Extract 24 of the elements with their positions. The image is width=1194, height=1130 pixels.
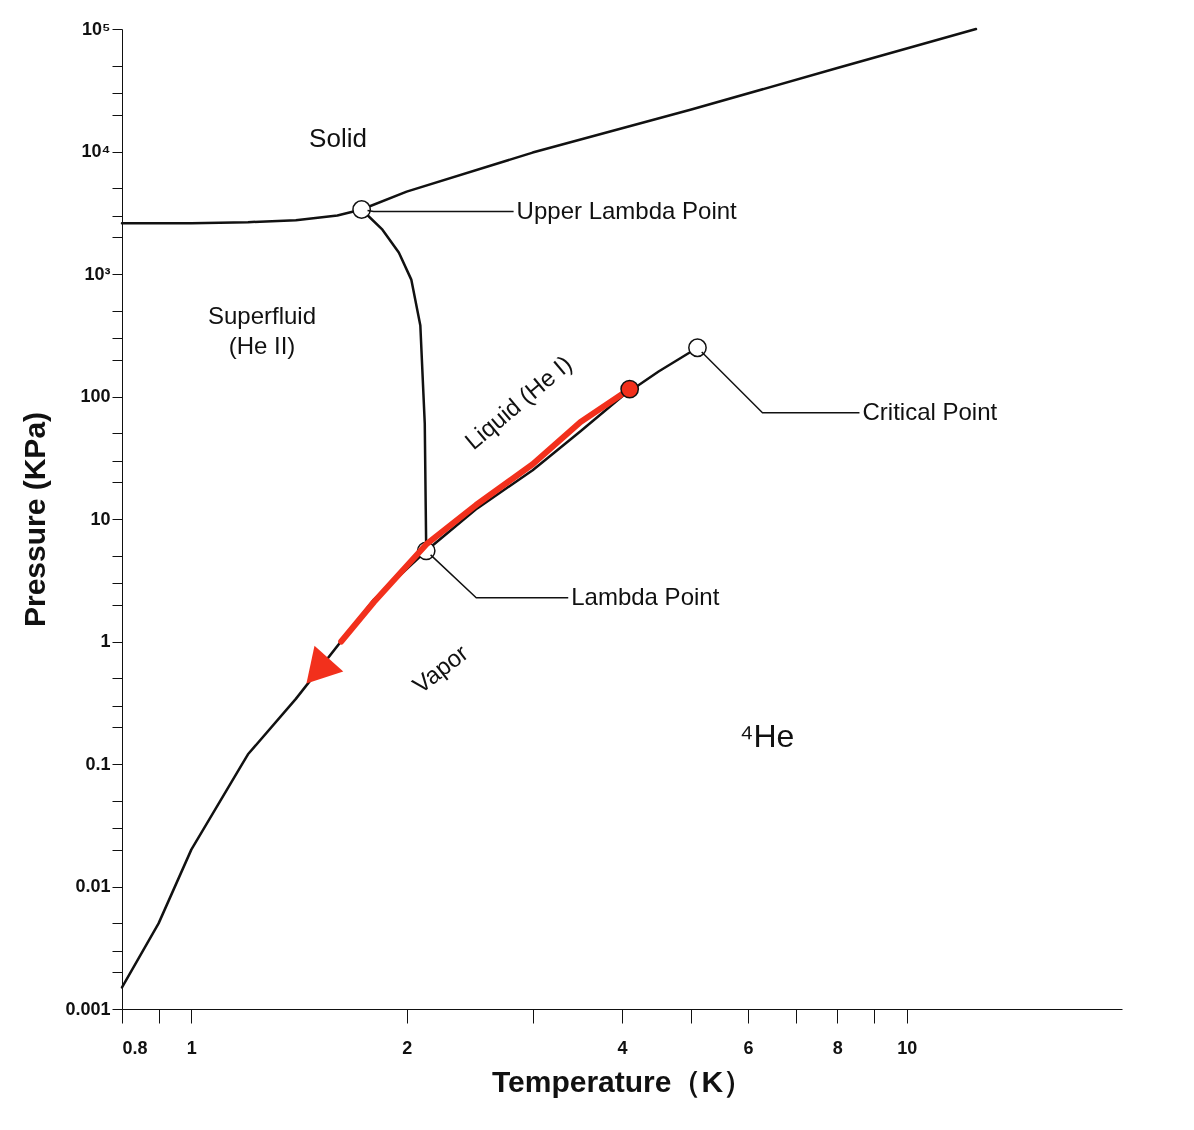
- annotation: ⁴He: [739, 717, 795, 754]
- y-tick-label: 10⁴: [81, 141, 111, 161]
- x-tick-label: 6: [743, 1037, 754, 1058]
- y-tick-label: 100: [80, 386, 111, 406]
- y-tick-label: 10³: [84, 263, 111, 284]
- y-tick-label: 0.1: [85, 753, 111, 774]
- x-tick-label: 8: [832, 1037, 843, 1058]
- y-tick-label: 1: [100, 631, 111, 651]
- x-tick-label: 0.8: [122, 1037, 148, 1058]
- annotation: Upper Lambda Point: [516, 196, 738, 224]
- y-tick-label: 0.01: [75, 876, 111, 896]
- annotation: Solid: [309, 122, 367, 153]
- x-tick-label: 1: [186, 1037, 197, 1058]
- y-tick-label: 10: [90, 508, 111, 529]
- x-tick-label: 4: [617, 1037, 628, 1058]
- x-tick-label: 2: [402, 1037, 413, 1058]
- y-axis-title: Pressure (KPa): [18, 411, 52, 628]
- annotation: Superfluid (He II): [207, 302, 317, 360]
- y-tick-label: 0.001: [65, 998, 111, 1019]
- y-tick-label: 10⁵: [82, 18, 111, 39]
- annotation: Critical Point: [862, 397, 998, 425]
- annotation: Lambda Point: [571, 582, 720, 610]
- x-tick-label: 10: [897, 1037, 918, 1058]
- x-axis-title: Temperature（K）: [491, 1064, 754, 1098]
